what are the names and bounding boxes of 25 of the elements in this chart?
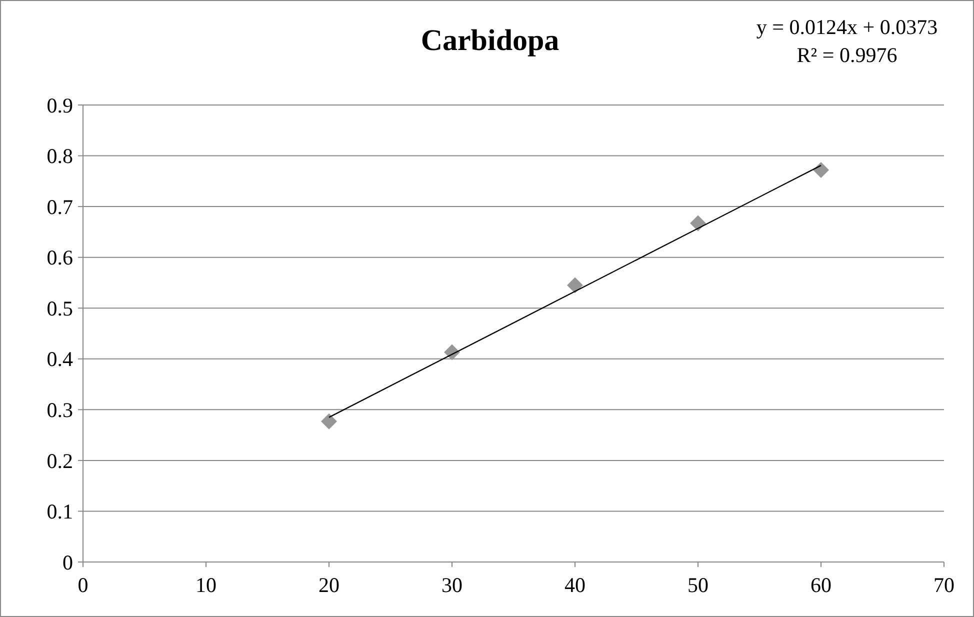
y-tick-label: 0.5: [46, 296, 73, 320]
x-tick-label: 0: [78, 573, 88, 597]
point: [813, 162, 829, 178]
y-tick-label: 0.3: [46, 398, 73, 422]
point: [690, 215, 706, 232]
point: [321, 413, 337, 430]
x-tick-label: 50: [688, 573, 708, 597]
y-tick-label: 0.1: [46, 500, 73, 524]
x-tick-label: 30: [442, 573, 462, 597]
text: y = 0.0124x + 0.0373: [756, 15, 938, 39]
y-tick-label: 0.9: [46, 93, 73, 118]
x-tick-label: 40: [564, 573, 586, 597]
y-tick-label: 0: [62, 550, 73, 574]
y-tick-label: 0.2: [46, 448, 73, 473]
text: R² = 0.9976: [796, 43, 898, 67]
y-tick-label: 0.7: [46, 194, 73, 219]
x-tick-label: 20: [318, 573, 340, 597]
x-tick-label: 70: [934, 573, 954, 597]
y-tick-label: 0.4: [46, 347, 74, 372]
x-tick-label: 60: [810, 573, 832, 597]
chart-title: Carbidopa: [420, 24, 560, 57]
y-tick-label: 0.6: [46, 246, 73, 270]
point: [567, 277, 583, 294]
x-tick-label: 10: [196, 573, 216, 597]
y-tick-label: 0.8: [46, 144, 73, 168]
